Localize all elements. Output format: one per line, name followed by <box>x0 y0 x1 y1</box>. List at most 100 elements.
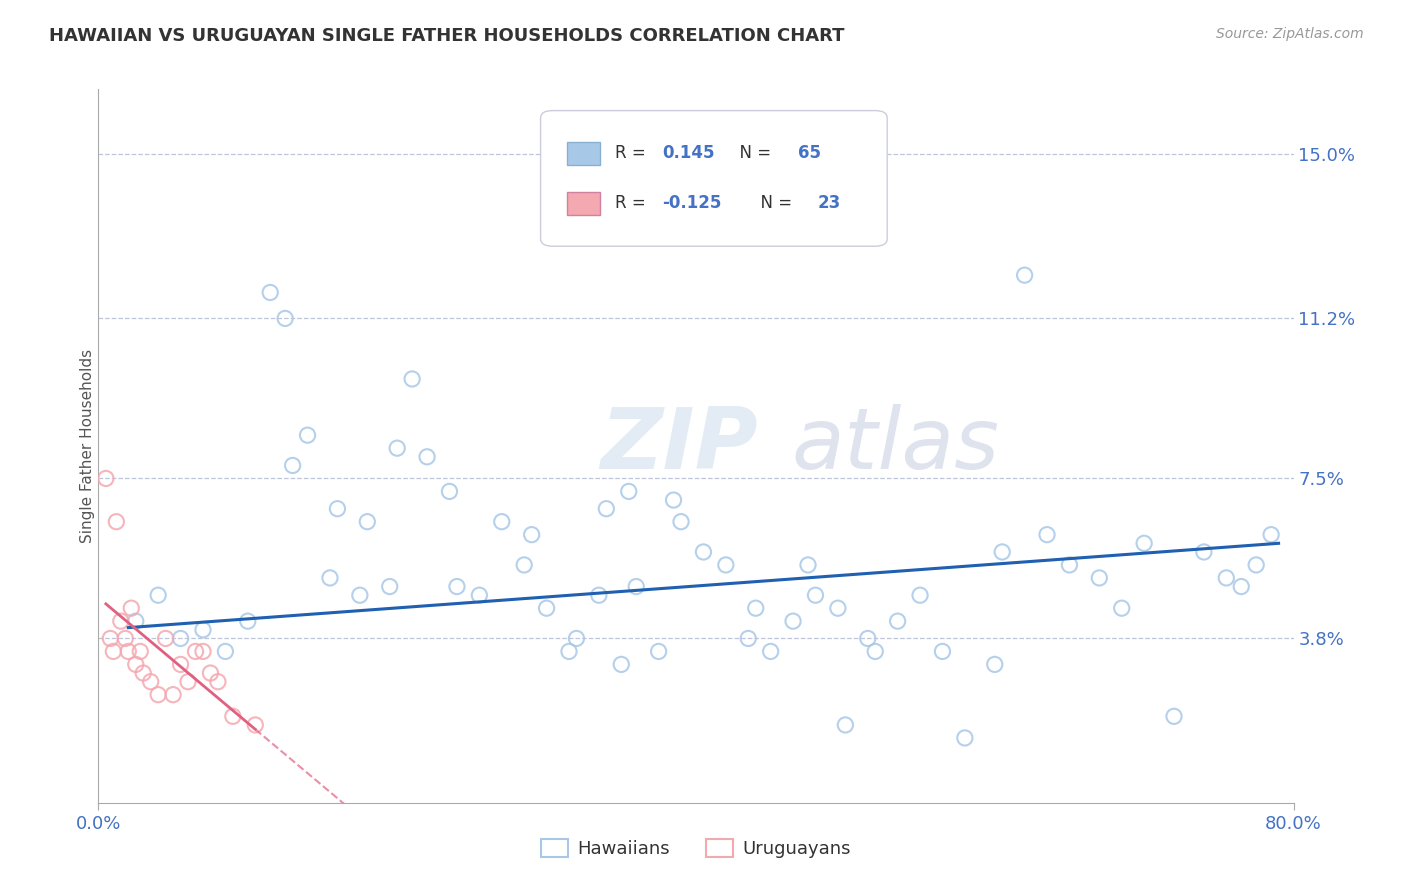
Point <box>125 657 148 672</box>
Point <box>139 674 162 689</box>
Point <box>349 588 371 602</box>
Point <box>804 588 827 602</box>
Point <box>692 545 714 559</box>
Point <box>617 484 640 499</box>
Point <box>117 644 139 658</box>
Point <box>356 515 378 529</box>
Point <box>1014 268 1036 282</box>
Point <box>326 501 349 516</box>
Point <box>468 588 491 602</box>
Point <box>162 688 184 702</box>
Point <box>984 657 1007 672</box>
Point <box>1088 571 1111 585</box>
Point <box>222 709 245 723</box>
Point <box>1260 527 1282 541</box>
Point <box>169 632 191 646</box>
Point <box>132 666 155 681</box>
Point <box>446 580 468 594</box>
Point <box>797 558 820 572</box>
Point <box>439 484 461 499</box>
Point <box>94 471 117 485</box>
Point <box>1133 536 1156 550</box>
Point <box>827 601 849 615</box>
Point <box>200 666 222 681</box>
FancyBboxPatch shape <box>567 142 600 165</box>
Text: R =: R = <box>614 194 651 212</box>
Point <box>401 372 423 386</box>
Point <box>416 450 439 464</box>
Y-axis label: Single Father Households: Single Father Households <box>80 349 94 543</box>
Point <box>759 644 782 658</box>
Point <box>714 558 737 572</box>
Point <box>1215 571 1237 585</box>
Point <box>610 657 633 672</box>
Point <box>520 527 543 541</box>
Point <box>319 571 342 585</box>
Point <box>155 632 177 646</box>
FancyBboxPatch shape <box>567 192 600 215</box>
Point <box>169 657 191 672</box>
Point <box>148 588 170 602</box>
Point <box>953 731 976 745</box>
Point <box>513 558 536 572</box>
Point <box>110 614 132 628</box>
Text: 0.145: 0.145 <box>662 145 716 162</box>
Point <box>565 632 588 646</box>
Point <box>886 614 908 628</box>
Point <box>865 644 887 658</box>
Point <box>103 644 125 658</box>
Point <box>536 601 558 615</box>
Point <box>274 311 297 326</box>
Point <box>991 545 1014 559</box>
Point <box>931 644 953 658</box>
Point <box>745 601 768 615</box>
Point <box>191 623 214 637</box>
Text: HAWAIIAN VS URUGUAYAN SINGLE FATHER HOUSEHOLDS CORRELATION CHART: HAWAIIAN VS URUGUAYAN SINGLE FATHER HOUS… <box>49 27 845 45</box>
Text: atlas: atlas <box>792 404 1000 488</box>
Text: 23: 23 <box>818 194 841 212</box>
Point <box>177 674 200 689</box>
Point <box>834 718 856 732</box>
Point <box>98 632 122 646</box>
Legend: Hawaiians, Uruguayans: Hawaiians, Uruguayans <box>534 831 858 865</box>
Point <box>120 601 142 615</box>
Point <box>148 688 170 702</box>
Text: Source: ZipAtlas.com: Source: ZipAtlas.com <box>1216 27 1364 41</box>
Point <box>1059 558 1081 572</box>
Text: -0.125: -0.125 <box>662 194 721 212</box>
Point <box>782 614 804 628</box>
Point <box>1192 545 1215 559</box>
Point <box>236 614 259 628</box>
Point <box>207 674 229 689</box>
Point <box>378 580 401 594</box>
Text: N =: N = <box>749 194 797 212</box>
Text: R =: R = <box>614 145 651 162</box>
Point <box>588 588 610 602</box>
Point <box>1230 580 1253 594</box>
Point <box>737 632 759 646</box>
Point <box>491 515 513 529</box>
Text: N =: N = <box>730 145 776 162</box>
Point <box>669 515 692 529</box>
Point <box>558 644 581 658</box>
Point <box>184 644 207 658</box>
Point <box>908 588 931 602</box>
Point <box>647 644 669 658</box>
Point <box>1111 601 1133 615</box>
Point <box>856 632 879 646</box>
Point <box>245 718 267 732</box>
Point <box>662 493 685 508</box>
FancyBboxPatch shape <box>541 111 887 246</box>
Point <box>1163 709 1185 723</box>
Point <box>297 428 319 442</box>
Text: 65: 65 <box>797 145 821 162</box>
Point <box>281 458 304 473</box>
Point <box>214 644 236 658</box>
Text: ZIP: ZIP <box>600 404 758 488</box>
Point <box>385 441 409 455</box>
Point <box>626 580 648 594</box>
Point <box>129 644 152 658</box>
Point <box>595 501 617 516</box>
Point <box>1244 558 1267 572</box>
Point <box>1036 527 1059 541</box>
